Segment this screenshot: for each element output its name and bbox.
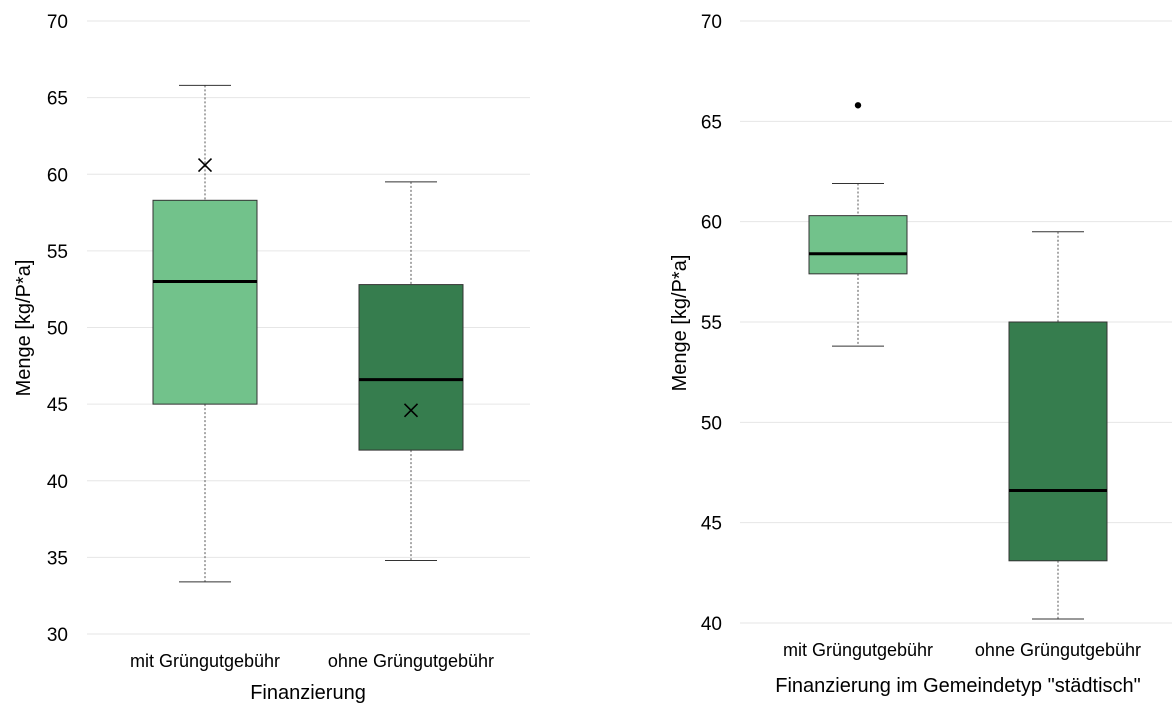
box-2 xyxy=(358,181,464,561)
y-tick-label: 65 xyxy=(47,89,68,110)
box-2 xyxy=(1008,231,1108,620)
y-tick-label: 50 xyxy=(701,413,722,434)
y-tick-label: 70 xyxy=(701,12,722,33)
y-tick-label: 70 xyxy=(47,12,68,33)
y-tick-label: 65 xyxy=(701,112,722,133)
iqr-box xyxy=(358,284,464,451)
y-tick-label: 55 xyxy=(47,242,68,263)
x-axis-title: Finanzierung xyxy=(250,682,366,704)
y-tick-label: 45 xyxy=(701,514,722,535)
box-1 xyxy=(152,84,258,583)
y-tick-label: 40 xyxy=(47,472,68,493)
iqr-box xyxy=(152,199,258,405)
x-category-label: ohne Grüngutgebühr xyxy=(975,640,1141,660)
x-category-label: mit Grüngutgebühr xyxy=(130,651,280,671)
y-axis-title: Menge [kg/P*a] xyxy=(13,260,35,397)
outlier-point xyxy=(854,102,862,109)
y-tick-label: 60 xyxy=(47,165,68,186)
x-axis-title: Finanzierung im Gemeindetyp "städtisch" xyxy=(775,675,1140,697)
box-1 xyxy=(808,102,908,347)
iqr-box xyxy=(808,215,908,275)
y-tick-label: 35 xyxy=(47,548,68,569)
mean-marker-stroke xyxy=(197,157,213,173)
y-axis-title: Menge [kg/P*a] xyxy=(669,255,691,392)
y-tick-label: 30 xyxy=(47,625,68,646)
y-tick-label: 50 xyxy=(47,319,68,340)
y-tick-label: 40 xyxy=(701,614,722,635)
y-tick-label: 45 xyxy=(47,395,68,416)
panel-2: 40 45 50 55 60 65 70 mit Grüngutgebühr ohne Grün… xyxy=(669,12,1172,697)
mean-marker-stroke xyxy=(403,403,419,418)
iqr-box xyxy=(1008,321,1108,562)
y-tick-label: 55 xyxy=(701,313,722,334)
x-category-label: ohne Grüngutgebühr xyxy=(328,651,494,671)
mean-marker xyxy=(197,157,213,173)
panel-1: 30 35 40 45 50 55 60 65 70 mit Grüngutgebühr ohne … xyxy=(13,12,530,704)
mean-marker xyxy=(403,403,419,418)
y-tick-label: 60 xyxy=(701,213,722,234)
x-category-label: mit Grüngutgebühr xyxy=(783,640,933,660)
